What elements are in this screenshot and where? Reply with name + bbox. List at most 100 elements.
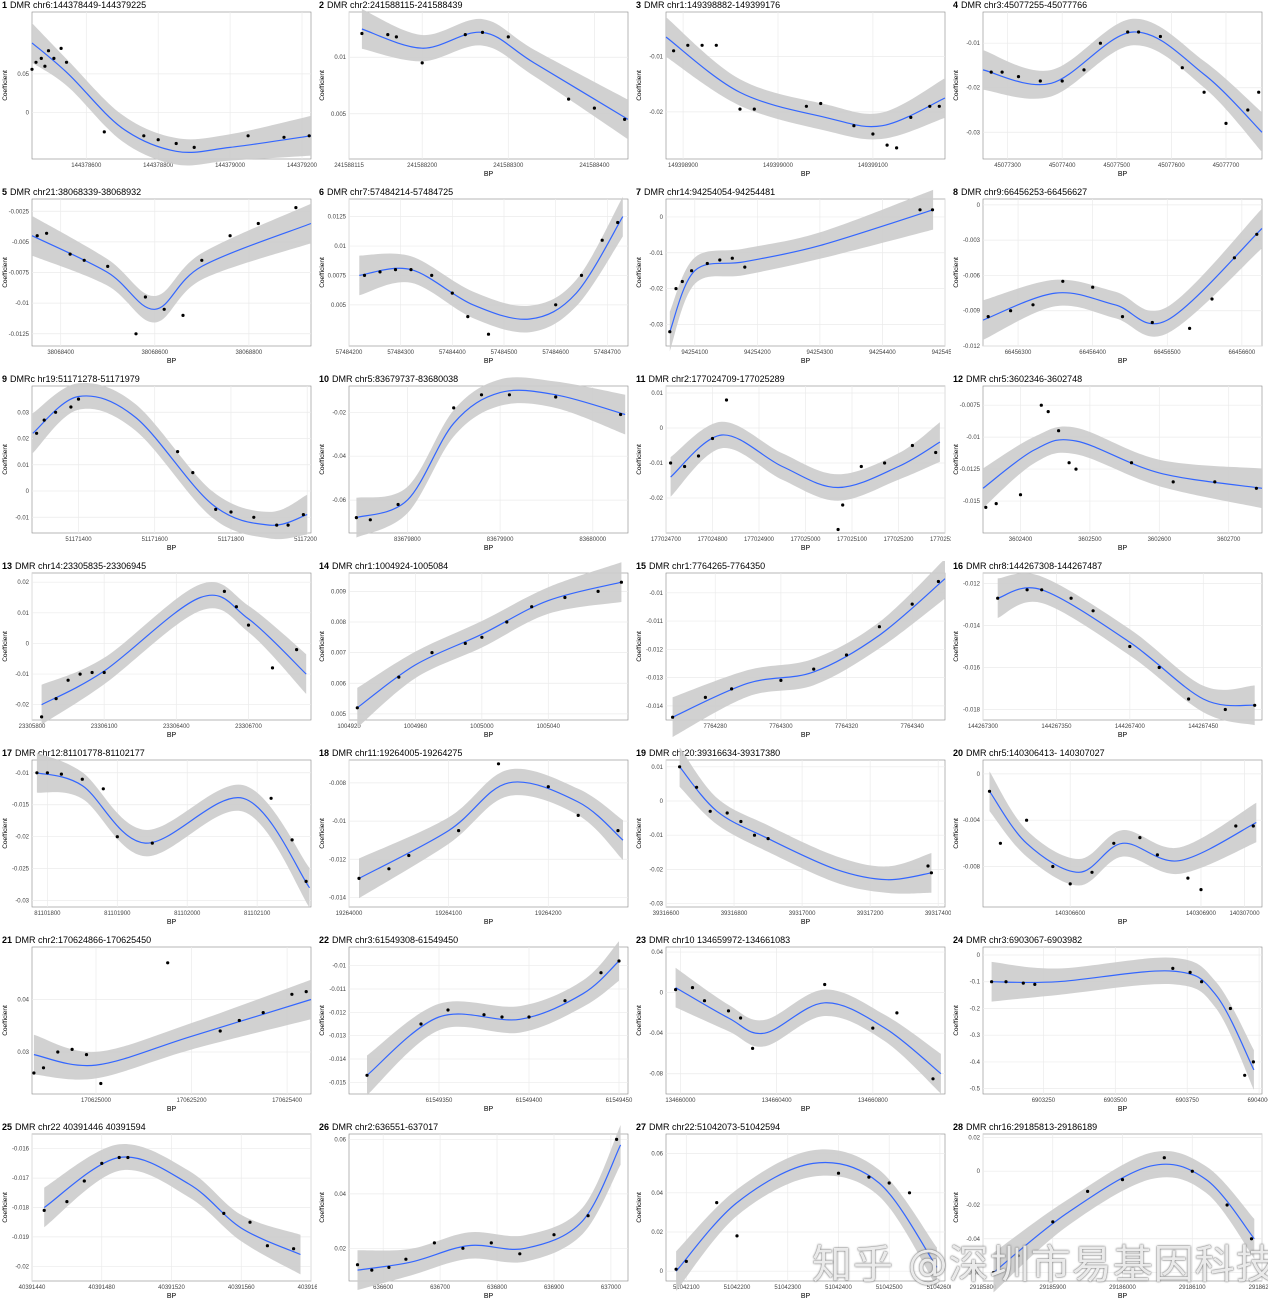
data-point — [823, 982, 827, 987]
y-tick-label: 0.005 — [331, 712, 347, 718]
data-point — [126, 1155, 130, 1160]
data-point — [937, 104, 941, 108]
x-tick-label: 29186100 — [1179, 1285, 1206, 1291]
data-point — [218, 1029, 222, 1033]
x-axis-label: BP — [167, 1293, 177, 1300]
confidence-band — [32, 383, 308, 540]
chart-title-text: DMR chr3:45077255-45077766 — [961, 0, 1088, 10]
y-tick-label: -0.03 — [649, 322, 663, 328]
chart-number: 12 — [953, 374, 964, 384]
confidence-band — [357, 562, 622, 728]
y-tick-label: -0.014 — [329, 1057, 347, 1063]
x-tick-label: 51042100 — [673, 1285, 700, 1291]
fit-line — [675, 1161, 938, 1272]
y-tick-label: 0 — [660, 426, 664, 432]
data-point — [554, 303, 558, 307]
data-point — [1016, 75, 1021, 79]
data-point — [45, 771, 50, 775]
x-tick-label: 57484200 — [336, 350, 363, 356]
x-tick-label: 51042600 — [927, 1285, 951, 1291]
y-tick-label: -0.1 — [970, 980, 981, 986]
y-axis-label: Coefficient — [953, 1192, 960, 1223]
y-tick-label: -0.02 — [966, 1203, 980, 1209]
y-tick-label: -0.06 — [332, 498, 346, 504]
x-tick-label: 94254100 — [681, 350, 708, 356]
chart-panel-28: 28 DMR chr16:29185813-29186189 29185800 291… — [951, 1122, 1268, 1309]
data-point — [90, 670, 94, 675]
data-point — [68, 252, 72, 256]
x-tick-label: 81102000 — [174, 911, 201, 917]
data-point — [1251, 824, 1255, 828]
y-tick-label: -0.013 — [329, 1034, 347, 1040]
x-axis-label: BP — [167, 1106, 177, 1113]
x-tick-label: 7764280 — [704, 724, 728, 730]
chart-number: 13 — [2, 561, 13, 571]
data-point — [275, 523, 279, 527]
x-tick-label: 29185800 — [970, 1285, 997, 1291]
data-point — [991, 1271, 996, 1275]
y-tick-label: -0.015 — [329, 1080, 347, 1086]
chart-title: 6 DMR chr7:57484214-57484725 — [319, 187, 453, 197]
data-point — [690, 986, 695, 990]
data-point — [1137, 30, 1141, 34]
data-point — [228, 234, 232, 238]
data-point — [984, 505, 988, 509]
chart-title-text: DMR chr3:61549308-61549450 — [332, 935, 459, 945]
y-tick-label: 0 — [26, 489, 30, 495]
data-point — [35, 431, 39, 435]
chart-title-text: DMR chr2:241588115-241588439 — [327, 0, 463, 10]
data-point — [59, 772, 64, 776]
data-point — [934, 450, 938, 455]
chart-title-text: DMR chr1:7764265-7764350 — [649, 561, 766, 571]
data-point — [30, 67, 34, 71]
y-tick-label: 0.01 — [17, 611, 29, 617]
y-tick-label: 0.03 — [17, 1050, 29, 1056]
data-point — [1129, 461, 1134, 465]
data-point — [887, 1181, 891, 1185]
data-point — [59, 46, 63, 51]
data-point — [419, 1022, 423, 1026]
data-point — [115, 835, 119, 839]
chart-svg: 40391440 40391480 40391520 40391560 40391600… — [2, 1133, 317, 1300]
chart-title: 19 DMR chr20:39316634-39317380 — [636, 748, 780, 758]
y-tick-label: 0.0125 — [328, 215, 347, 221]
y-tick-label: -0.018 — [12, 1206, 30, 1212]
data-point — [1228, 1006, 1232, 1011]
chart-title: 18 DMR chr11:19264005-19264275 — [319, 748, 462, 758]
data-point — [78, 672, 82, 676]
chart-number: 28 — [953, 1122, 964, 1132]
data-point — [234, 605, 238, 609]
data-point — [1254, 486, 1258, 490]
chart-panel-25: 25 DMR chr22 40391446 40391594 40391440 403… — [0, 1122, 317, 1309]
chart-title-text: DMR chr7:57484214-57484725 — [327, 187, 454, 197]
data-point — [690, 269, 694, 273]
data-point — [99, 1081, 103, 1086]
y-tick-label: -0.015 — [963, 499, 981, 505]
data-point — [304, 990, 308, 994]
data-point — [1150, 320, 1154, 325]
data-point — [56, 1050, 60, 1054]
y-tick-label: -0.02 — [649, 867, 663, 873]
data-point — [929, 871, 933, 875]
data-point — [1068, 882, 1072, 886]
x-axis-label: BP — [801, 545, 811, 552]
data-point — [368, 518, 372, 522]
data-point — [871, 132, 875, 136]
data-point — [1232, 256, 1236, 260]
data-point — [752, 833, 757, 837]
data-point — [518, 1252, 522, 1256]
x-tick-label: 140306900 — [1186, 911, 1217, 917]
data-point — [680, 279, 684, 284]
confidence-band — [672, 561, 945, 737]
chart-title: 8 DMR chr9:66456253-66456627 — [953, 187, 1087, 197]
data-point — [1138, 836, 1142, 840]
y-tick-label: 0.008 — [331, 620, 347, 626]
x-axis-label: BP — [167, 545, 177, 552]
data-point — [286, 523, 290, 527]
data-point — [1051, 864, 1055, 869]
y-tick-label: 0 — [26, 641, 30, 647]
x-tick-label: 45077600 — [1158, 163, 1185, 169]
data-point — [926, 864, 930, 868]
chart-title: 2 DMR chr2:241588115-241588439 — [319, 0, 462, 10]
x-tick-label: 29186200 — [1249, 1285, 1268, 1291]
